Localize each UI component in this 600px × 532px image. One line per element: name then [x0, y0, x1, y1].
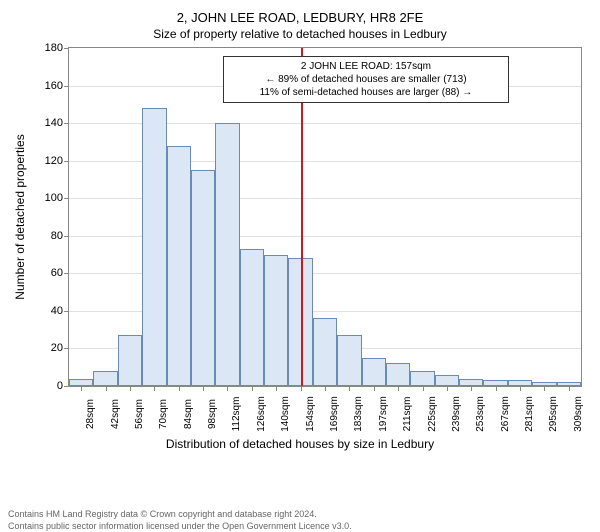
x-tick-mark: [569, 386, 570, 391]
x-tick-mark: [179, 386, 180, 391]
histogram-bar: [142, 108, 166, 386]
histogram-bar: [118, 335, 142, 386]
y-tick-label: 180: [45, 42, 69, 54]
x-tick-label: 112sqm: [227, 397, 242, 432]
x-tick-mark: [154, 386, 155, 391]
x-tick-mark: [106, 386, 107, 391]
y-axis-label: Number of detached properties: [13, 134, 27, 299]
histogram-bar: [264, 255, 288, 386]
histogram-bar: [191, 170, 215, 386]
histogram-bar: [313, 318, 337, 386]
y-tick-label: 140: [45, 117, 69, 129]
x-tick-label: 84sqm: [179, 399, 194, 429]
x-tick-label: 295sqm: [544, 396, 559, 432]
histogram-bar: [337, 335, 361, 386]
chart-title: 2, JOHN LEE ROAD, LEDBURY, HR8 2FE: [8, 10, 592, 25]
footer-attribution: Contains HM Land Registry data © Crown c…: [8, 509, 592, 532]
y-tick-label: 40: [51, 305, 69, 317]
x-tick-mark: [374, 386, 375, 391]
x-tick-label: 253sqm: [471, 396, 486, 432]
histogram-bar: [386, 363, 410, 386]
x-tick-mark: [471, 386, 472, 391]
x-tick-mark: [276, 386, 277, 391]
x-tick-label: 183sqm: [349, 396, 364, 432]
histogram-bar: [459, 379, 483, 387]
x-tick-mark: [496, 386, 497, 391]
x-tick-label: 309sqm: [569, 396, 584, 432]
y-tick-label: 80: [51, 230, 69, 242]
x-tick-label: 197sqm: [374, 396, 389, 432]
annotation-line: 11% of semi-detached houses are larger (…: [230, 86, 503, 99]
histogram-bar: [69, 379, 93, 387]
histogram-bar: [362, 358, 386, 386]
x-tick-label: 126sqm: [252, 396, 267, 432]
annotation-box: 2 JOHN LEE ROAD: 157sqm← 89% of detached…: [223, 56, 510, 103]
chart-container: 2, JOHN LEE ROAD, LEDBURY, HR8 2FE Size …: [0, 0, 600, 500]
x-tick-label: 140sqm: [276, 396, 291, 432]
x-tick-label: 211sqm: [398, 397, 413, 432]
x-tick-label: 281sqm: [520, 396, 535, 432]
histogram-bar: [167, 146, 191, 386]
footer-line-2: Contains public sector information licen…: [8, 521, 592, 532]
histogram-bar: [435, 375, 459, 386]
x-tick-label: 70sqm: [154, 399, 169, 429]
x-tick-mark: [130, 386, 131, 391]
x-tick-label: 56sqm: [130, 399, 145, 429]
x-tick-mark: [325, 386, 326, 391]
x-tick-mark: [544, 386, 545, 391]
x-tick-label: 239sqm: [447, 396, 462, 432]
x-tick-mark: [447, 386, 448, 391]
x-tick-label: 28sqm: [81, 399, 96, 429]
histogram-bar: [215, 123, 239, 386]
plot-region: 02040608010012014016018028sqm42sqm56sqm7…: [68, 47, 582, 387]
x-tick-label: 225sqm: [423, 396, 438, 432]
x-tick-mark: [252, 386, 253, 391]
x-tick-mark: [398, 386, 399, 391]
x-tick-mark: [301, 386, 302, 391]
y-tick-label: 100: [45, 192, 69, 204]
x-tick-mark: [423, 386, 424, 391]
histogram-bar: [93, 371, 117, 386]
x-tick-label: 154sqm: [301, 396, 316, 432]
x-tick-label: 98sqm: [203, 399, 218, 429]
histogram-bar: [240, 249, 264, 386]
y-tick-label: 160: [45, 80, 69, 92]
x-axis-label: Distribution of detached houses by size …: [8, 437, 592, 451]
x-tick-label: 169sqm: [325, 396, 340, 432]
x-tick-label: 42sqm: [106, 399, 121, 429]
histogram-bar: [410, 371, 434, 386]
chart-area: Number of detached properties 0204060801…: [68, 47, 582, 387]
annotation-line: 2 JOHN LEE ROAD: 157sqm: [230, 60, 503, 73]
x-tick-mark: [349, 386, 350, 391]
x-tick-mark: [520, 386, 521, 391]
y-tick-label: 0: [57, 380, 69, 392]
y-tick-label: 120: [45, 155, 69, 167]
x-tick-mark: [81, 386, 82, 391]
y-tick-label: 20: [51, 342, 69, 354]
chart-subtitle: Size of property relative to detached ho…: [8, 27, 592, 41]
y-tick-label: 60: [51, 267, 69, 279]
x-tick-mark: [203, 386, 204, 391]
annotation-line: ← 89% of detached houses are smaller (71…: [230, 73, 503, 86]
footer-line-1: Contains HM Land Registry data © Crown c…: [8, 509, 592, 521]
x-tick-mark: [227, 386, 228, 391]
x-tick-label: 267sqm: [496, 396, 511, 432]
